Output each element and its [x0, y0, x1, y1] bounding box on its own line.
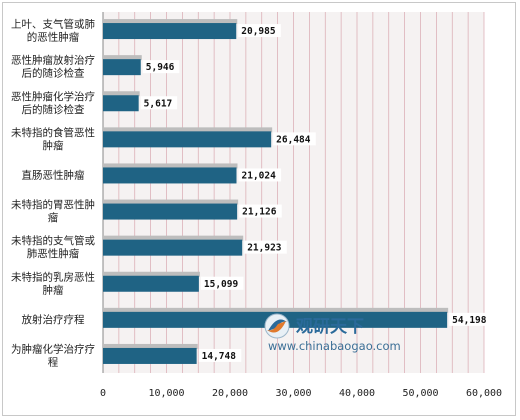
bar-shadow — [104, 307, 449, 313]
watermark: 观研天下 www.chinabaogao.com — [264, 313, 401, 353]
bar — [103, 167, 237, 184]
data-label-bg — [140, 96, 178, 110]
data-label: 5,617 — [144, 98, 173, 109]
data-label: 21,024 — [242, 170, 277, 181]
category-label: 后的随诊检查 — [22, 67, 85, 80]
data-label: 14,748 — [202, 351, 237, 362]
bar-shadow — [104, 199, 239, 205]
bar-shadow — [104, 163, 238, 169]
bar — [103, 347, 197, 364]
bar — [103, 275, 199, 292]
bar — [103, 59, 141, 76]
data-label: 21,126 — [242, 207, 277, 218]
data-label-bg — [244, 240, 287, 254]
x-axis-ticks: 0 10,000 20,000 30,000 40,000 50,000 60,000 — [100, 388, 502, 399]
bar — [103, 239, 243, 256]
bar-shadow — [104, 235, 244, 241]
bar-shadow — [104, 343, 198, 349]
bar — [103, 23, 237, 40]
watermark-name: 观研天下 — [295, 317, 364, 337]
bar-shadow — [104, 271, 200, 277]
category-label: 直肠恶性肿瘤 — [22, 168, 85, 181]
category-label: 未特指的乳房恶性 — [11, 270, 95, 283]
data-label-bg — [449, 312, 492, 326]
chinabaogao-logo-icon — [264, 313, 290, 339]
data-label-bg — [238, 168, 282, 182]
category-label: 未特指的食管恶性 — [11, 126, 95, 139]
category-label: 后的随诊检查 — [22, 103, 85, 116]
category-label: 的恶性肿瘤 — [27, 31, 80, 44]
category-labels: 上叶、支气管或肺的恶性肿瘤恶性肿瘤放射治疗后的随诊检查恶性肿瘤化学治疗后的随诊检… — [11, 18, 95, 369]
data-label-bg — [273, 132, 316, 146]
category-label: 上叶、支气管或肺 — [11, 18, 95, 31]
category-label: 肺恶性肿瘤 — [27, 247, 80, 260]
category-label: 为肿瘤化学治疗疗 — [11, 342, 95, 355]
data-label-bg — [200, 276, 244, 290]
watermark-url: www.chinabaogao.com — [268, 339, 401, 353]
category-label: 未特指的支气管或 — [11, 234, 95, 247]
data-label: 26,484 — [276, 134, 311, 145]
x-tick-label: 0 — [100, 388, 106, 399]
category-label: 肿瘤 — [43, 139, 64, 152]
x-tick-label: 10,000 — [148, 388, 184, 399]
bar-shadow — [104, 19, 238, 25]
bar-shadow — [104, 91, 140, 97]
bar — [103, 95, 139, 112]
data-label: 54,198 — [452, 315, 487, 326]
bar-shadow — [104, 127, 273, 133]
data-label-bg — [142, 60, 180, 74]
data-label: 5,946 — [146, 62, 175, 73]
x-tick-label: 30,000 — [275, 388, 311, 399]
data-label-bg — [238, 24, 281, 38]
data-label-bg — [239, 204, 282, 218]
data-label: 15,099 — [204, 279, 239, 290]
category-label: 恶性肿瘤放射治疗 — [11, 54, 95, 67]
category-label: 恶性肿瘤化学治疗 — [11, 90, 95, 103]
category-label: 肿瘤 — [43, 283, 64, 296]
x-tick-label: 60,000 — [466, 388, 502, 399]
bar — [103, 131, 272, 148]
x-tick-label: 50,000 — [402, 388, 438, 399]
category-label: 瘤 — [48, 211, 59, 224]
category-label: 未特指的胃恶性肿 — [11, 198, 95, 211]
data-label: 20,985 — [241, 26, 276, 37]
data-label: 21,923 — [247, 243, 282, 254]
bar-shadow — [104, 55, 142, 61]
category-label: 放射治疗疗程 — [22, 313, 85, 326]
category-label: 程 — [48, 356, 59, 368]
bar — [103, 203, 238, 220]
x-tick-label: 40,000 — [339, 388, 375, 399]
data-label-bg — [198, 348, 242, 362]
x-tick-label: 20,000 — [212, 388, 248, 399]
